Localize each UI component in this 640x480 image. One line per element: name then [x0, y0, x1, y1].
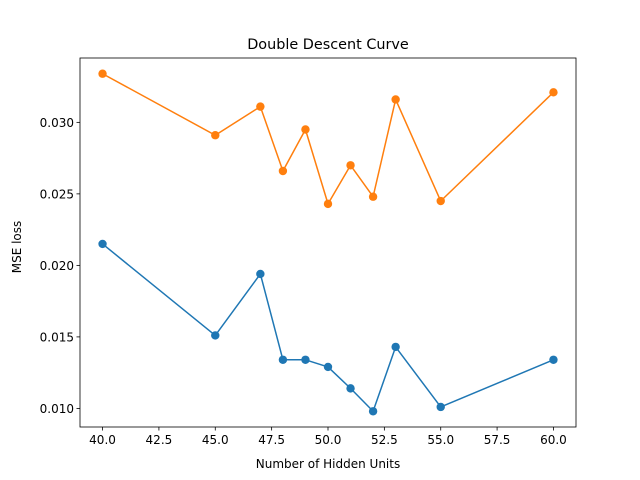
y-tick-label: 0.010 — [40, 402, 74, 416]
series-1-point — [211, 331, 220, 340]
series-2-point — [549, 88, 558, 97]
series-2-point — [256, 102, 265, 111]
series-2-point — [391, 95, 400, 104]
series-1-point — [301, 355, 310, 364]
series-1-point — [256, 269, 265, 279]
series-1-point — [278, 355, 288, 364]
series-2-point — [98, 69, 107, 78]
y-tick-label: 0.015 — [40, 330, 74, 344]
series-1-point — [368, 407, 378, 416]
x-tick-label: 55.0 — [427, 433, 454, 447]
plot-area: 40.0 42.5 45.0 47.5 50.0 52.5 55.0 57.5 60.0 0.01… — [40, 57, 577, 447]
series-1-point — [436, 402, 445, 412]
y-tick-label: 0.025 — [40, 187, 74, 201]
x-tick-label: 42.5 — [146, 433, 173, 447]
series-2-point — [301, 125, 310, 134]
y-axis-label: MSE loss — [10, 221, 24, 274]
y-tick-label: 0.030 — [40, 116, 74, 130]
axes-frame — [79, 57, 577, 428]
series-2-point — [211, 131, 220, 140]
x-tick-label: 50.0 — [315, 433, 342, 447]
series-2-point — [278, 166, 288, 176]
x-tick-label: 60.0 — [540, 433, 567, 447]
series-1-point — [323, 362, 333, 372]
x-tick-label: 57.5 — [484, 433, 511, 447]
x-tick-label: 45.0 — [202, 433, 229, 447]
series-2-point — [436, 196, 445, 206]
y-tick-label: 0.020 — [40, 259, 74, 273]
series-1-point — [98, 239, 107, 249]
x-tick-label: 40.0 — [89, 433, 116, 447]
series-2-point — [323, 199, 333, 209]
series-1-point — [346, 384, 355, 393]
series-1-point — [391, 342, 400, 352]
x-tick-label: 52.5 — [371, 433, 398, 447]
series-2-point — [368, 192, 378, 201]
chart-title: Double Descent Curve — [247, 37, 409, 53]
series-1-point — [549, 355, 558, 364]
x-axis-label: Number of Hidden Units — [256, 457, 400, 471]
x-tick-label: 47.5 — [258, 433, 285, 447]
series-2-point — [346, 161, 355, 170]
